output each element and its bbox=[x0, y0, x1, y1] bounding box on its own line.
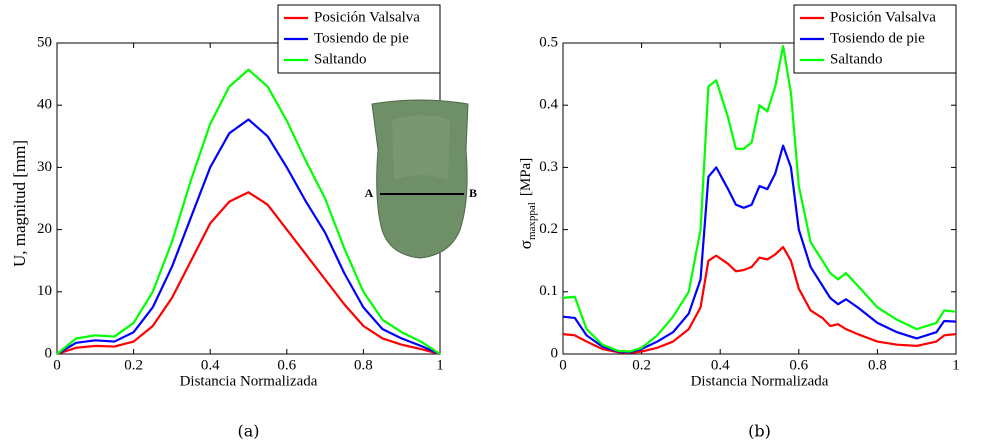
x-axis-label: Distancia Normalizada bbox=[180, 373, 318, 389]
plot-frame bbox=[562, 42, 957, 355]
legend-label: Saltando bbox=[830, 51, 883, 67]
x-tick-label: 0.2 bbox=[124, 357, 143, 373]
legend-label: Tosiendo de pie bbox=[830, 30, 925, 46]
series-line bbox=[56, 191, 441, 356]
x-tick-label: 0 bbox=[53, 357, 61, 373]
y-axis-label-symbol: U, magnitud [mm] bbox=[10, 140, 29, 267]
y-tick-label: 40 bbox=[37, 97, 52, 113]
series-line bbox=[562, 245, 957, 354]
x-axis-label: Distancia Normalizada bbox=[691, 373, 829, 389]
y-tick-label: 20 bbox=[37, 221, 52, 237]
chart: 0 0.2 0.4 0.6 0.8 1 0 0.1 0.2 0.3 0.4 0.5 Distancia … bbox=[516, 4, 960, 441]
series-line bbox=[56, 118, 441, 356]
annotation: A bbox=[365, 186, 374, 200]
y-tick-label: 0 bbox=[45, 345, 53, 361]
model-shading bbox=[392, 115, 450, 180]
y-tick-label: 0.5 bbox=[539, 34, 558, 50]
x-tick-label: 0.4 bbox=[201, 357, 220, 373]
x-tick-label: 0.6 bbox=[277, 357, 296, 373]
annotation: B bbox=[469, 186, 477, 200]
x-tick-label: 1 bbox=[952, 357, 960, 373]
y-axis-label: σmaxppal [MPa] bbox=[516, 158, 538, 249]
x-tick-label: 0.4 bbox=[711, 357, 730, 373]
legend-label: Saltando bbox=[314, 51, 367, 67]
legend-label: Tosiendo de pie bbox=[314, 30, 409, 46]
caption: (a) bbox=[237, 422, 259, 441]
y-tick-label: 0.4 bbox=[539, 97, 558, 113]
y-axis-label-unit: [MPa] bbox=[518, 158, 534, 196]
caption: (b) bbox=[748, 422, 771, 441]
y-tick-label: 0.2 bbox=[539, 221, 558, 237]
x-tick-label: 0 bbox=[559, 357, 567, 373]
y-axis-label-symbol: σ bbox=[516, 240, 535, 249]
x-tick-label: 0.6 bbox=[789, 357, 808, 373]
y-tick-label: 0.1 bbox=[539, 283, 558, 299]
series-line bbox=[562, 144, 957, 354]
series-line bbox=[562, 45, 957, 353]
series-line bbox=[56, 68, 441, 355]
legend-label: Posición Valsalva bbox=[830, 9, 936, 25]
y-tick-label: 50 bbox=[37, 34, 52, 50]
legend-label: Posición Valsalva bbox=[314, 9, 420, 25]
x-tick-label: 1 bbox=[436, 357, 444, 373]
y-tick-label: 30 bbox=[37, 159, 52, 175]
x-tick-label: 0.2 bbox=[632, 357, 651, 373]
x-tick-label: 0.8 bbox=[868, 357, 887, 373]
y-tick-label: 0.3 bbox=[539, 159, 558, 175]
x-tick-label: 0.8 bbox=[354, 357, 373, 373]
y-axis-label-subscript: maxppal bbox=[526, 202, 538, 240]
y-tick-label: 10 bbox=[37, 283, 52, 299]
model-illustration: A B bbox=[365, 99, 477, 259]
y-tick-label: 0 bbox=[551, 345, 559, 361]
y-axis-label: U, magnitud [mm] bbox=[10, 140, 29, 267]
